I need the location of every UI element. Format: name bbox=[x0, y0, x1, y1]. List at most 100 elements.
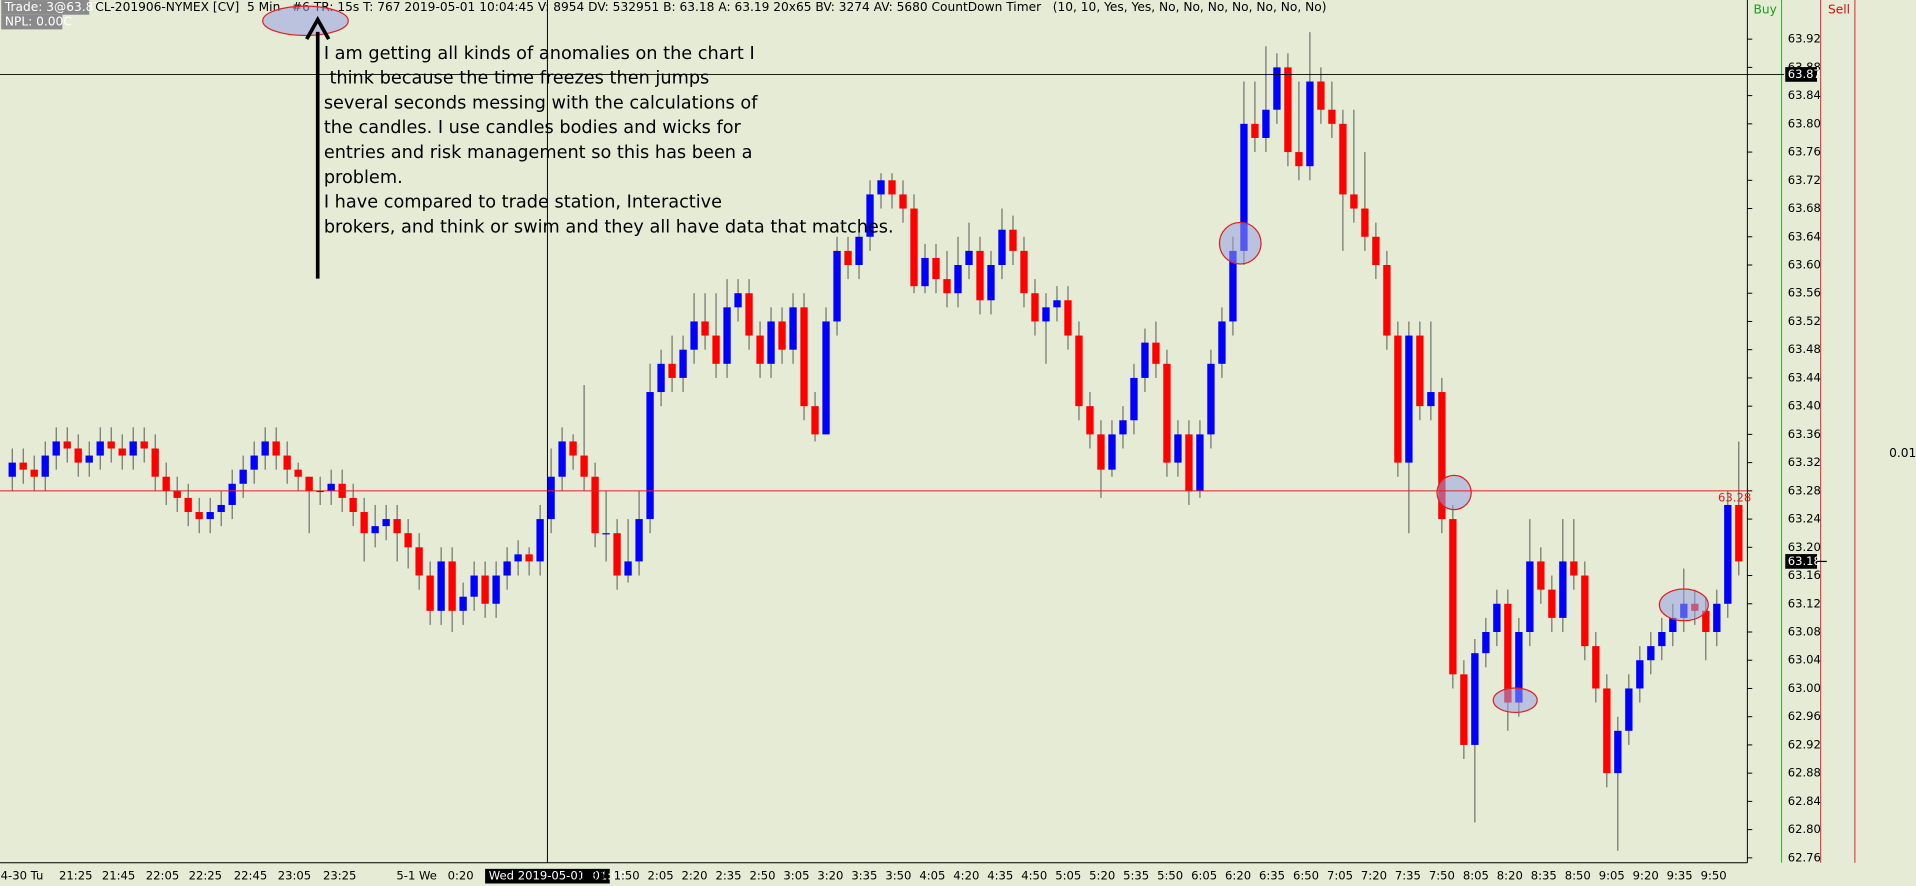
candle-body bbox=[1581, 575, 1589, 647]
highlight-ellipse bbox=[1492, 687, 1538, 714]
y-tick-label: 63.04 bbox=[1788, 653, 1821, 667]
candle-body bbox=[294, 469, 302, 477]
candle-body bbox=[371, 526, 379, 534]
y-tick-label: 63.52 bbox=[1788, 314, 1821, 328]
y-tick-label: 63.20 bbox=[1788, 540, 1821, 554]
candle-body bbox=[415, 547, 423, 576]
x-tick-label: 5:20 bbox=[1089, 869, 1115, 883]
candle-body bbox=[261, 441, 269, 456]
y-tick-label: 62.92 bbox=[1788, 737, 1821, 751]
alert-price-label: 63.28 bbox=[1718, 491, 1751, 505]
candle-body bbox=[437, 561, 445, 611]
highlight-ellipse bbox=[1658, 588, 1709, 622]
candle-body bbox=[1537, 561, 1545, 590]
candle-body bbox=[976, 250, 984, 301]
x-tick-label: 8:20 bbox=[1497, 869, 1523, 883]
y-tick-label: 62.96 bbox=[1788, 709, 1821, 723]
candle-body bbox=[910, 208, 918, 287]
candle-body bbox=[19, 462, 27, 470]
candle-body bbox=[888, 180, 896, 195]
candle-body bbox=[1262, 109, 1270, 138]
y-tick-label: 62.80 bbox=[1788, 822, 1821, 836]
candle-body bbox=[987, 264, 995, 301]
candle-body bbox=[943, 279, 951, 294]
x-tick-label: 7:50 bbox=[1429, 869, 1455, 883]
y-tick-label: 63.00 bbox=[1788, 681, 1821, 695]
candle-body bbox=[1372, 236, 1380, 265]
y-tick-label: 63.84 bbox=[1788, 88, 1821, 102]
x-tick-label: 5-1 We bbox=[396, 869, 437, 883]
candle-body bbox=[679, 349, 687, 378]
candle-body bbox=[1416, 335, 1424, 407]
x-tick-label: 21:25 bbox=[59, 869, 92, 883]
candle-body bbox=[1592, 646, 1600, 689]
candle-body bbox=[756, 335, 764, 364]
candle-body bbox=[1053, 300, 1061, 308]
candle-body bbox=[74, 448, 82, 463]
candle-body bbox=[558, 441, 566, 477]
candle-body bbox=[8, 462, 16, 477]
arrow-head bbox=[305, 15, 331, 41]
x-tick-label: 21:45 bbox=[102, 869, 135, 883]
candle-body bbox=[1603, 688, 1611, 774]
candle-body bbox=[382, 519, 390, 527]
candle-body bbox=[1405, 335, 1413, 463]
candle-body bbox=[1559, 561, 1567, 618]
candle-body bbox=[1086, 406, 1094, 435]
annotation-line: entries and risk management so this has … bbox=[324, 143, 753, 163]
x-tick-label: 9:05 bbox=[1599, 869, 1625, 883]
x-tick-label: 6:50 bbox=[1293, 869, 1319, 883]
candle-body bbox=[668, 363, 676, 378]
candle-body bbox=[1229, 250, 1237, 322]
candle-body bbox=[30, 469, 38, 477]
candle-body bbox=[1174, 434, 1182, 463]
candle-body bbox=[1548, 589, 1556, 618]
candle-body bbox=[778, 321, 786, 350]
candle-body bbox=[63, 441, 71, 449]
y-tick-label: 63.28 bbox=[1788, 483, 1821, 497]
candle-body bbox=[1702, 610, 1710, 633]
x-tick-label: 4:50 bbox=[1021, 869, 1047, 883]
candle-body bbox=[1273, 67, 1281, 110]
candle-body bbox=[1284, 67, 1292, 153]
x-tick-label: 5:05 bbox=[1055, 869, 1081, 883]
candle-body bbox=[250, 455, 258, 470]
candle-body bbox=[1207, 363, 1215, 435]
candle-body bbox=[855, 236, 863, 265]
candle-body bbox=[173, 490, 181, 498]
x-tick-label: 22:45 bbox=[234, 869, 267, 883]
candle-body bbox=[1042, 307, 1050, 322]
x-tick-label: 2:05 bbox=[648, 869, 674, 883]
candle-body bbox=[1130, 377, 1138, 421]
candle-body bbox=[360, 512, 368, 534]
candle-body bbox=[899, 194, 907, 209]
candle-body bbox=[1108, 434, 1116, 470]
x-tick-label: 6:05 bbox=[1191, 869, 1217, 883]
candle-body bbox=[921, 257, 929, 287]
y-tick-label: 63.72 bbox=[1788, 173, 1821, 187]
y-tick-label: 62.88 bbox=[1788, 766, 1821, 780]
candle-body bbox=[800, 307, 808, 407]
y-tick-label: 63.24 bbox=[1788, 512, 1821, 526]
x-tick-label: 3:20 bbox=[817, 869, 843, 883]
candle-body bbox=[426, 575, 434, 611]
annotation-line: several seconds messing with the calcula… bbox=[324, 93, 758, 113]
candle-body bbox=[151, 448, 159, 477]
candle-body bbox=[1064, 300, 1072, 336]
x-tick-label: 3:50 bbox=[885, 869, 911, 883]
candle-body bbox=[316, 490, 324, 493]
candle-body bbox=[646, 392, 654, 520]
candle-body bbox=[613, 533, 621, 576]
y-tick-label: 63.76 bbox=[1788, 145, 1821, 159]
trade-price-box bbox=[1785, 67, 1818, 82]
candle-body bbox=[1526, 561, 1534, 633]
chart-header: CL-201906-NYMEX [CV] 5 Min #6 TR: 15s T:… bbox=[95, 0, 1326, 14]
x-tick-label: 3:05 bbox=[783, 869, 809, 883]
candle-body bbox=[536, 519, 544, 562]
candle-body bbox=[129, 441, 137, 456]
candle-body bbox=[1251, 123, 1259, 138]
x-tick-label: 2:35 bbox=[715, 869, 741, 883]
candle-body bbox=[1020, 250, 1028, 294]
candle-body bbox=[393, 519, 401, 534]
